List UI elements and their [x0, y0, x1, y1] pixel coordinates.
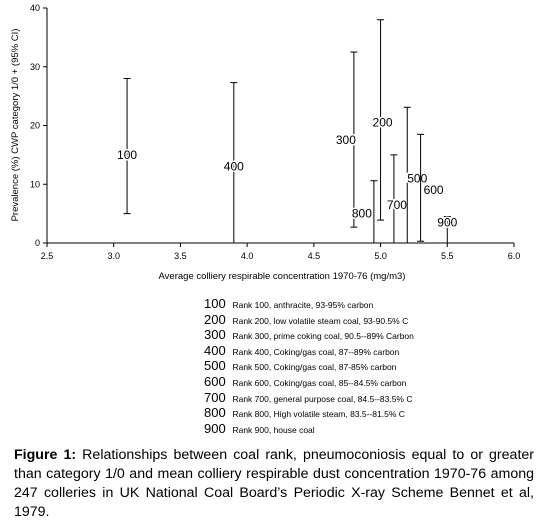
legend-code: 600 [204, 373, 226, 389]
legend-item: 700 Rank 700, general purpose coal, 84.5… [204, 390, 414, 406]
legend-text: Rank 100, anthracite, 93-95% carbon [232, 300, 374, 310]
legend-text: Rank 800, High volatile steam, 83.5--81.… [232, 409, 405, 420]
y-tick-label: 40 [30, 3, 40, 13]
y-tick-label: 0 [35, 238, 40, 248]
x-tick-label: 4.0 [241, 251, 254, 261]
y-axis-label: Prevalence (%) CWP category 1/0 + (95% C… [10, 29, 21, 222]
legend-code: 300 [204, 327, 226, 343]
legend-text: Rank 600, Coking/gas coal, 85--84.5% car… [232, 377, 407, 388]
legend-text: Rank 900, house coal [232, 424, 315, 435]
x-tick-label: 5.5 [441, 251, 454, 261]
point-label: 600 [424, 183, 444, 197]
x-tick-label: 3.0 [107, 251, 120, 261]
figure-caption: Figure 1: Relationships between coal ran… [14, 446, 534, 522]
x-tick-label: 6.0 [508, 251, 521, 261]
legend-text: Rank 200, low volatile steam coal, 93-90… [232, 315, 409, 326]
point-label: 900 [437, 215, 457, 229]
x-tick-label: 4.5 [308, 251, 321, 261]
legend-code: 700 [204, 389, 226, 405]
legend-item: 600 Rank 600, Coking/gas coal, 85--84.5%… [204, 374, 414, 390]
point-label: 100 [117, 148, 137, 162]
legend: 100 Rank 100, anthracite, 93-95% carbon … [204, 296, 414, 436]
caption-label: Figure 1: [14, 447, 77, 463]
caption-text: Relationships between coal rank, pneumoc… [14, 447, 534, 520]
x-axis-label: Average colliery respirable concentratio… [159, 271, 406, 282]
point-label: 700 [387, 198, 407, 212]
legend-item: 200 Rank 200, low volatile steam coal, 9… [204, 312, 414, 328]
y-tick-label: 10 [30, 179, 40, 189]
legend-code: 400 [204, 342, 226, 358]
legend-text: Rank 500, Coking/gas coal, 87-85% carbon [232, 362, 397, 373]
chart: 2.5 3.0 3.5 4.0 4.5 5.0 5.5 6.0 0 10 20 30 40 100 400… [10, 3, 520, 282]
legend-item: 400 Rank 400, Coking/gas coal, 87--89% c… [204, 343, 414, 359]
legend-item: 800 Rank 800, High volatile steam, 83.5-… [204, 405, 414, 421]
point-label: 200 [373, 116, 393, 130]
legend-text: Rank 300, prime coking coal, 90.5--89% C… [232, 331, 414, 342]
point-label: 500 [407, 171, 427, 185]
y-tick-label: 30 [30, 62, 40, 72]
y-tick-label: 20 [30, 121, 40, 131]
legend-item: 300 Rank 300, prime coking coal, 90.5--8… [204, 327, 414, 343]
x-tick-label: 2.5 [41, 251, 54, 261]
legend-item: 900 Rank 900, house coal [204, 421, 414, 437]
legend-code: 200 [204, 311, 226, 327]
point-label: 400 [224, 160, 244, 174]
x-tick-label: 5.0 [374, 251, 387, 261]
legend-code: 100 [204, 296, 226, 311]
legend-code: 500 [204, 358, 226, 374]
legend-text: Rank 700, general purpose coal, 84.5--83… [232, 393, 413, 404]
point-label: 300 [336, 133, 356, 147]
point-label: 800 [352, 207, 372, 221]
legend-code: 800 [204, 405, 226, 421]
legend-text: Rank 400, Coking/gas coal, 87--89% carbo… [232, 346, 400, 357]
legend-item: 100 Rank 100, anthracite, 93-95% carbon [204, 296, 414, 312]
axes: 2.5 3.0 3.5 4.0 4.5 5.0 5.5 6.0 0 10 20 30 40 [30, 3, 520, 261]
legend-code: 900 [204, 420, 226, 436]
x-tick-label: 3.5 [174, 251, 187, 261]
legend-item: 500 Rank 500, Coking/gas coal, 87-85% ca… [204, 358, 414, 374]
